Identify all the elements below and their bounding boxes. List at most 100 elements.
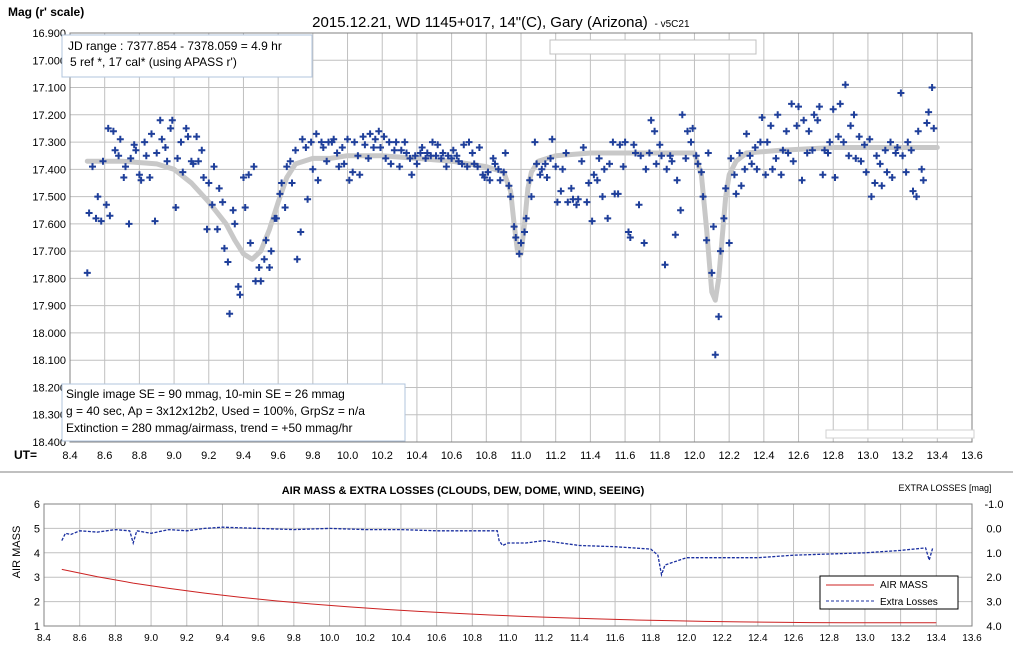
- data-point: [652, 160, 660, 168]
- data-point: [578, 157, 586, 165]
- data-point: [682, 154, 690, 162]
- data-point: [600, 165, 608, 173]
- data-point: [83, 269, 91, 277]
- data-point: [604, 214, 612, 222]
- data-point: [333, 149, 341, 157]
- data-point: [840, 138, 848, 146]
- data-point: [777, 171, 785, 179]
- data-point: [810, 111, 818, 119]
- data-point: [914, 127, 922, 135]
- top-x-tick-label: 9.6: [271, 450, 286, 462]
- bottom-legend: AIR MASS Extra Losses: [819, 575, 959, 610]
- data-point: [782, 127, 790, 135]
- data-point: [120, 174, 128, 181]
- bottom-y2-tick-label: 3.0: [986, 597, 1001, 609]
- data-point: [205, 179, 213, 187]
- bottom-y2-tick-label: 1.0: [986, 548, 1001, 560]
- legend-airmass-label: AIR MASS: [880, 580, 928, 591]
- data-point: [904, 138, 912, 146]
- data-point: [642, 165, 650, 173]
- data-point: [361, 141, 369, 149]
- top-y-tick-label: 17.200: [32, 110, 66, 122]
- data-point: [135, 171, 143, 179]
- data-point: [330, 135, 338, 143]
- data-point: [815, 103, 823, 111]
- info-top-line-2: 5 ref *, 17 cal* (using APASS r'): [70, 55, 237, 69]
- data-point: [184, 133, 192, 141]
- data-point: [583, 198, 591, 206]
- data-point: [871, 179, 879, 187]
- data-point: [442, 163, 450, 171]
- top-x-tick-label: 8.6: [97, 450, 112, 462]
- data-point: [793, 122, 801, 130]
- data-point: [163, 157, 171, 165]
- data-point: [179, 168, 187, 176]
- data-point: [753, 165, 761, 173]
- data-point: [489, 154, 497, 162]
- data-point: [536, 171, 544, 179]
- bottom-y-axis-label: AIR MASS: [11, 526, 23, 579]
- data-point: [338, 144, 346, 151]
- data-point: [137, 176, 145, 184]
- data-point: [92, 214, 100, 222]
- data-point: [220, 244, 228, 252]
- data-point: [599, 193, 606, 201]
- data-point: [491, 160, 499, 168]
- bottom-x-tick-label: 10.6: [427, 633, 447, 644]
- top-y-tick-label: 18.400: [32, 437, 66, 449]
- data-point: [392, 138, 400, 146]
- data-point: [574, 195, 582, 203]
- data-point: [224, 258, 232, 266]
- data-point: [907, 146, 915, 154]
- top-x-tick-label: 8.8: [132, 450, 147, 462]
- data-point: [689, 124, 697, 132]
- legend-extra-losses-label: Extra Losses: [880, 597, 938, 608]
- data-point: [481, 174, 489, 181]
- data-point: [177, 138, 185, 146]
- top-x-tick-label: 13.4: [927, 450, 948, 462]
- data-point: [127, 154, 135, 162]
- data-point: [543, 174, 551, 181]
- bottom-y-tick-label: 3: [34, 572, 40, 584]
- data-point: [292, 146, 299, 154]
- top-x-tick-label: 12.2: [718, 450, 739, 462]
- bottom-x-tick-label: 13.6: [962, 633, 982, 644]
- data-point: [167, 124, 175, 132]
- data-point: [304, 195, 312, 203]
- top-chart-title-suffix: - v5C21: [654, 19, 689, 30]
- data-point: [573, 201, 580, 209]
- data-point: [111, 146, 119, 154]
- data-point: [836, 100, 844, 108]
- data-point: [349, 168, 357, 176]
- data-point: [873, 152, 881, 160]
- bottom-x-tick-label: 11.4: [570, 633, 589, 644]
- bottom-y2-tick-label: -1.0: [985, 499, 1004, 511]
- top-x-tick-label: 10.4: [406, 450, 427, 462]
- data-point: [255, 264, 263, 271]
- top-y-tick-label: 17.900: [32, 301, 66, 313]
- data-point: [413, 160, 421, 168]
- data-point: [663, 165, 671, 173]
- data-point: [510, 223, 518, 231]
- data-point: [861, 141, 868, 149]
- data-point: [717, 247, 724, 255]
- top-x-tick-label: 13.0: [857, 450, 878, 462]
- data-point: [831, 174, 839, 181]
- info-top-line-1: JD range : 7377.854 - 7378.059 = 4.9 hr: [68, 39, 282, 53]
- data-point: [429, 138, 436, 146]
- data-point: [899, 152, 907, 160]
- data-point: [278, 179, 286, 187]
- data-point: [370, 144, 378, 151]
- data-point: [246, 239, 254, 247]
- data-point: [585, 179, 593, 187]
- data-point: [401, 138, 409, 146]
- data-point: [694, 160, 702, 168]
- data-point: [298, 135, 306, 143]
- bottom-x-tick-label: 13.0: [855, 633, 875, 644]
- data-point: [375, 127, 383, 135]
- bottom-x-tick-label: 10.4: [391, 633, 411, 644]
- empty-label-box-top: [549, 39, 757, 55]
- data-point: [203, 225, 211, 233]
- data-point: [146, 174, 154, 181]
- data-point: [494, 165, 502, 173]
